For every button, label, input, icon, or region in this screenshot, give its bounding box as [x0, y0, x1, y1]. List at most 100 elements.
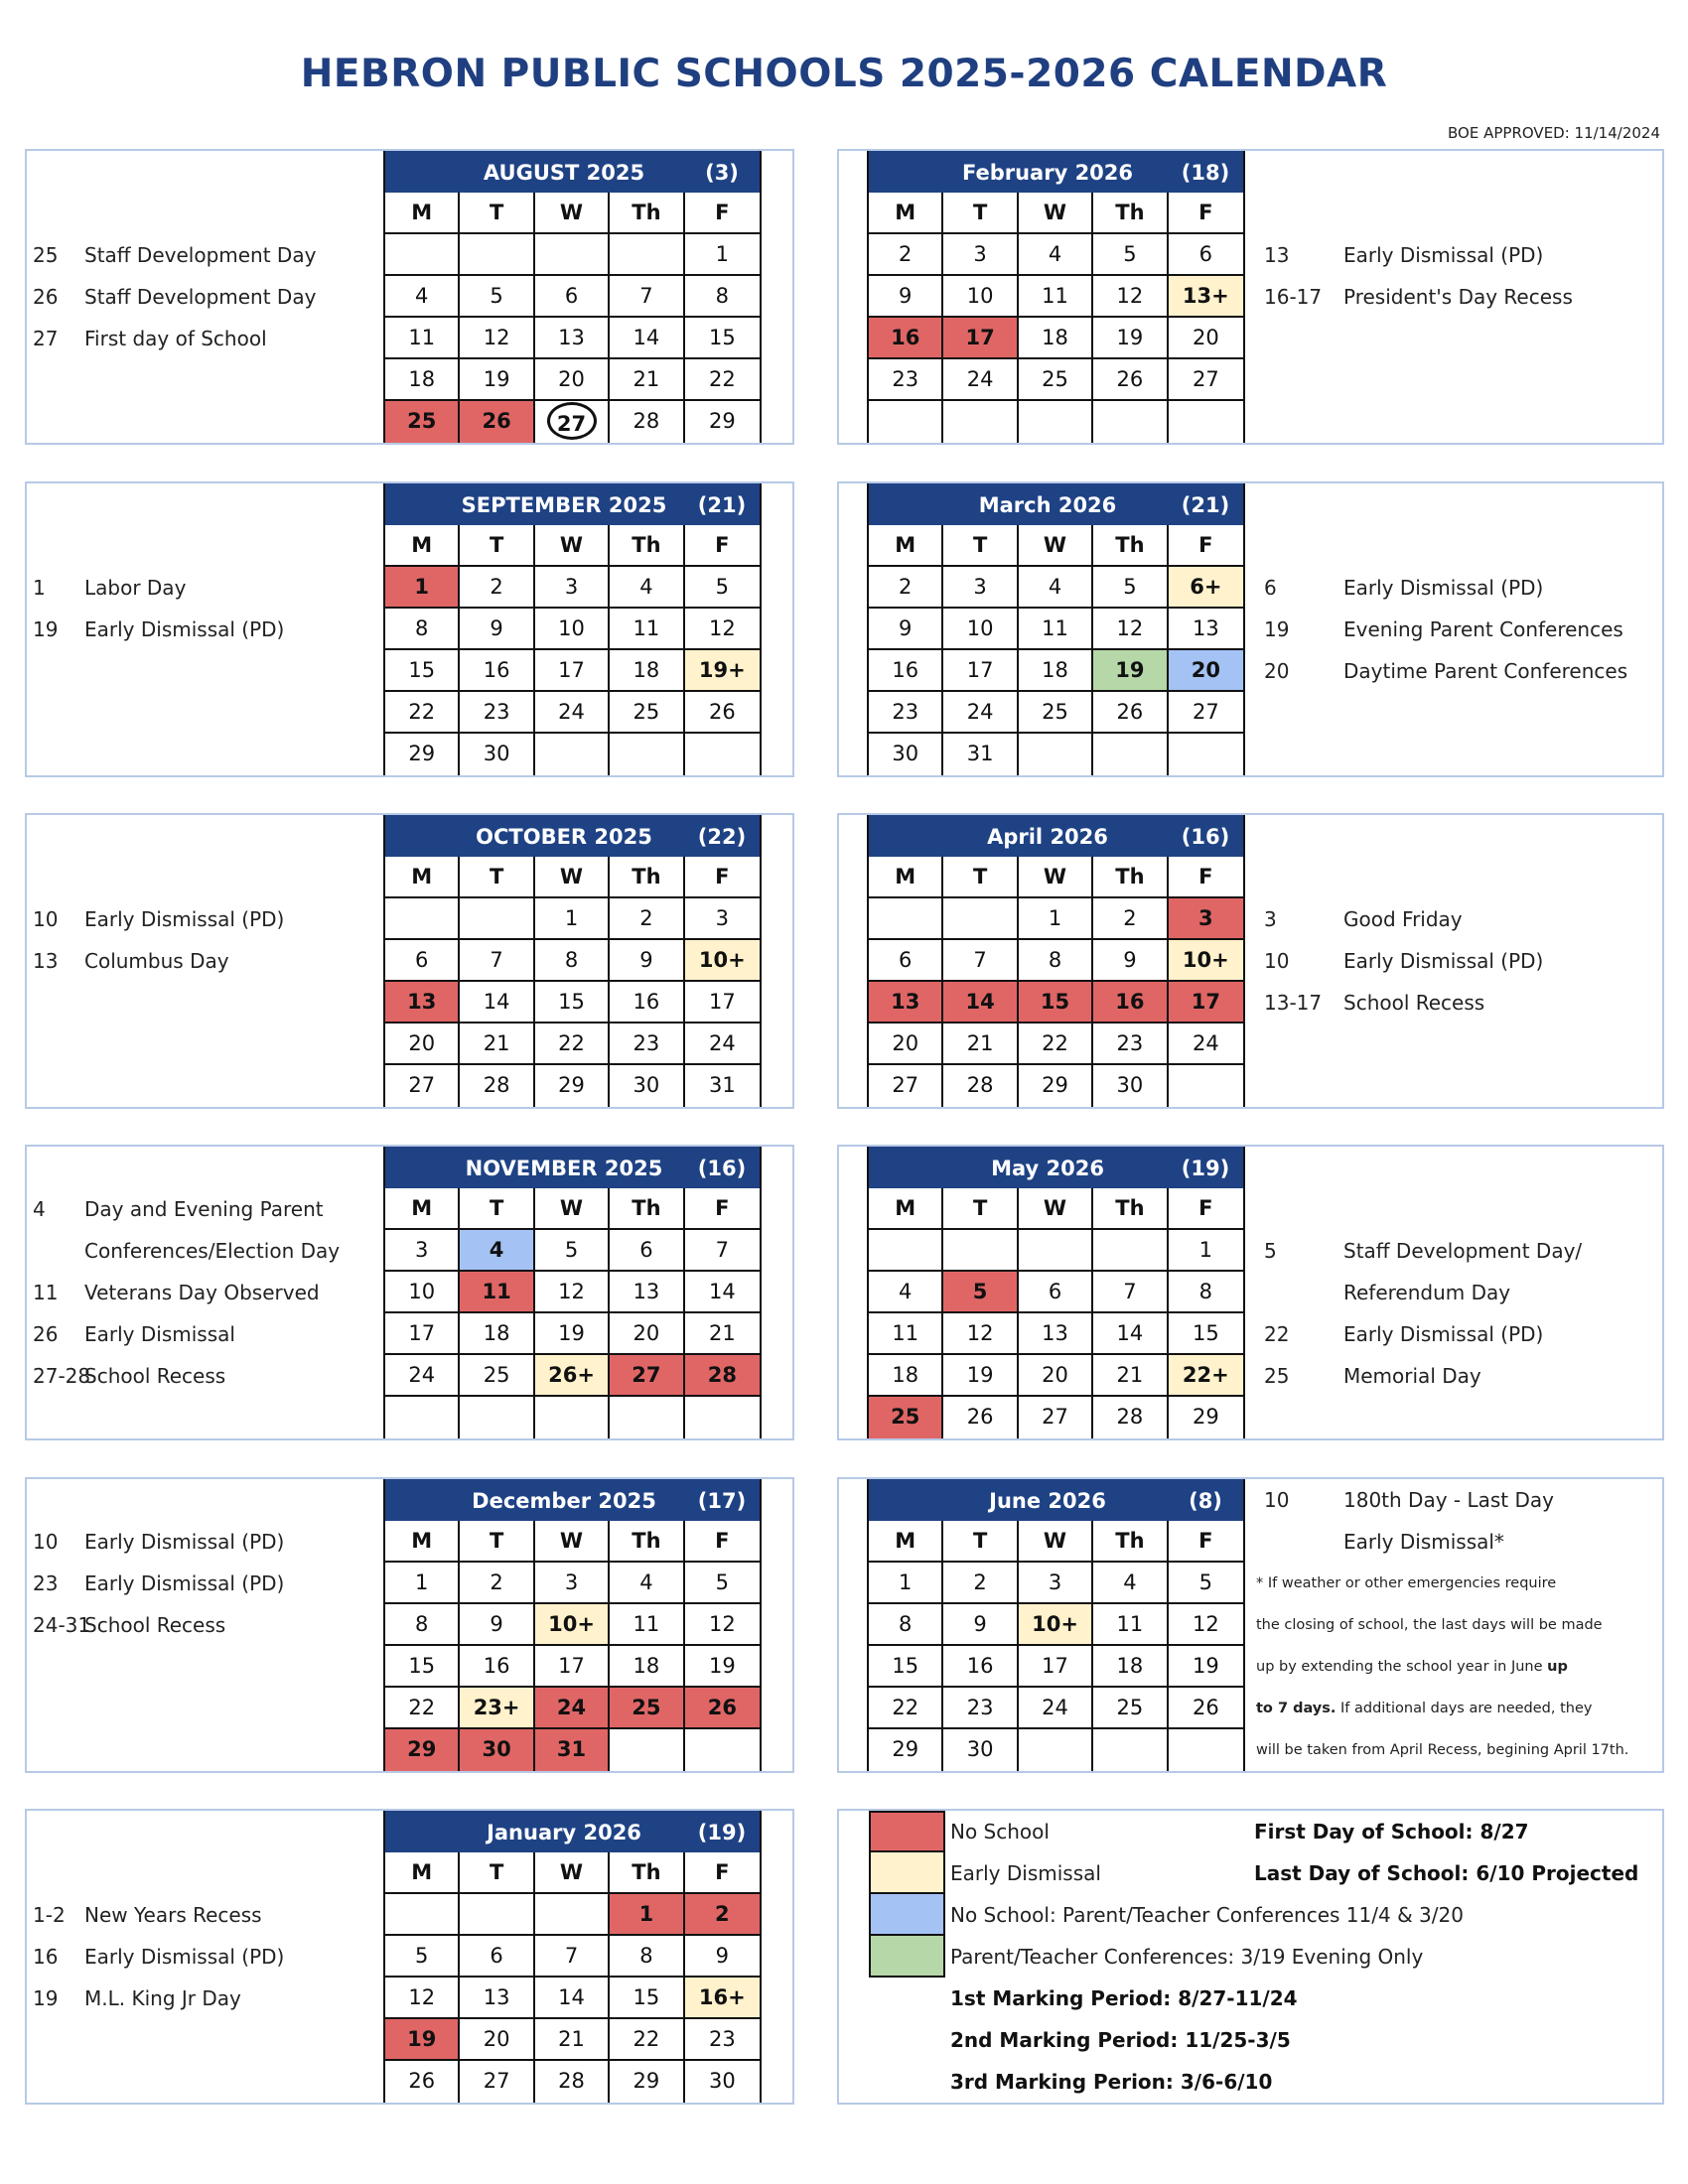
day-number: 19: [483, 367, 510, 391]
day-number: 11: [633, 1612, 660, 1636]
day-number: 30: [708, 2069, 736, 2093]
day-number: 10: [408, 1280, 436, 1303]
day-number: 12: [1116, 284, 1144, 308]
day-number: 12: [483, 326, 510, 349]
day-cell: 13: [535, 318, 611, 357]
day-number: 8: [415, 1612, 429, 1636]
day-number: 23: [966, 1696, 994, 1719]
note-date: 23: [33, 1571, 59, 1595]
day-cell: 7: [610, 276, 685, 316]
day-number: 25: [1042, 700, 1068, 724]
day-cell: 29: [869, 1729, 944, 1771]
day-cell: 3: [1019, 1563, 1094, 1602]
day-cell: 9: [943, 1604, 1019, 1644]
day-number: 26: [966, 1405, 994, 1429]
weekday-label: W: [535, 1521, 611, 1561]
day-cell: 8: [1019, 940, 1094, 980]
month-header: AUGUST 2025 (3): [385, 151, 760, 193]
day-number: 18: [1042, 658, 1068, 682]
weekday-header-row: M T W Th F: [385, 1188, 760, 1230]
month-panel: NOVEMBER 2025 (16) M T W Th F 3 4 5 6 7 10 11 12 13 14 17…: [25, 1145, 794, 1440]
footnote-text: * If weather or other emergencies requir…: [1256, 1575, 1557, 1591]
day-cell: [535, 1397, 611, 1438]
day-number: 13: [1042, 1321, 1068, 1345]
day-cell: 23: [1093, 1024, 1169, 1063]
day-cell: 29: [610, 2061, 685, 2103]
last-day-of-school: Last Day of School: 6/10 Projected: [1254, 1861, 1639, 1885]
day-cell: [869, 1230, 944, 1270]
note-date: 27: [33, 327, 59, 350]
day-cell: 15: [610, 1978, 685, 2017]
day-number: 11: [1042, 284, 1068, 308]
weekday-label: M: [385, 1521, 461, 1561]
footnote-line: up by extending the school year in June …: [1256, 1646, 1568, 1688]
day-cell: [1093, 1230, 1169, 1270]
day-cell: 26: [1093, 692, 1169, 732]
day-cell: 4: [610, 567, 685, 607]
note-text: M.L. King Jr Day: [84, 1986, 241, 2010]
day-cell: 18: [1093, 1646, 1169, 1686]
note-text: Referendum Day: [1343, 1281, 1511, 1304]
note-date: 19: [33, 1986, 59, 2010]
month-title: OCTOBER 2025: [476, 825, 652, 849]
day-number: 5: [715, 1570, 729, 1594]
note-date: 10: [33, 907, 59, 931]
day-cell: 13: [610, 1272, 685, 1311]
day-cell: 10: [943, 609, 1019, 648]
week-row: 13 14 15 16 17: [869, 982, 1244, 1024]
weekday-label: M: [385, 1852, 461, 1892]
day-number: 15: [1192, 1321, 1219, 1345]
day-cell: 26: [1093, 359, 1169, 399]
month-grid: December 2025 (17) M T W Th F 1 2 3 4 5 8 9 10+ 11 12 15 1…: [383, 1479, 762, 1771]
day-cell: [685, 1729, 760, 1771]
day-cell: 11: [869, 1313, 944, 1353]
day-number: 20: [1042, 1363, 1068, 1387]
month-grid: OCTOBER 2025 (22) M T W Th F 1 2 3 6 7 8 9 10+ 13 14 15 16…: [383, 815, 762, 1107]
day-cell: 15: [535, 982, 611, 1022]
school-day-count: (21): [697, 493, 747, 517]
day-cell: 28: [943, 1065, 1019, 1107]
day-number: 5: [490, 284, 503, 308]
month-header: OCTOBER 2025 (22): [385, 815, 760, 857]
day-number: 10: [966, 616, 994, 640]
day-number: 3: [1048, 1570, 1062, 1594]
day-number: 30: [1116, 1073, 1144, 1097]
note-date: 25: [33, 243, 59, 267]
day-cell: 20: [535, 359, 611, 399]
month-header: March 2026 (21): [869, 483, 1243, 525]
day-number: 12: [408, 1985, 436, 2009]
day-cell: 11: [1093, 1604, 1169, 1644]
day-number: 31: [708, 1073, 736, 1097]
day-number: 8: [1048, 948, 1062, 972]
weekday-label: W: [1019, 1521, 1094, 1561]
day-number: 2: [973, 1570, 987, 1594]
day-cell: 9: [685, 1936, 760, 1976]
day-number: 6: [564, 284, 579, 308]
weekday-label: T: [943, 525, 1019, 565]
school-day-count: (16): [1181, 825, 1230, 849]
day-number: 21: [1116, 1363, 1144, 1387]
day-number: 11: [1042, 616, 1068, 640]
day-cell: 3: [943, 234, 1019, 274]
note-date: 3: [1264, 907, 1277, 931]
day-cell: 30: [460, 1729, 535, 1771]
day-cell: 27: [869, 1065, 944, 1107]
note-date: 10: [1264, 1488, 1290, 1512]
week-row: 29 30: [385, 734, 760, 775]
day-number: 23: [1116, 1031, 1144, 1055]
day-number: 26: [1192, 1696, 1219, 1719]
day-cell: 19: [685, 1646, 760, 1686]
day-cell: 25: [610, 692, 685, 732]
month-header: NOVEMBER 2025 (16): [385, 1147, 760, 1188]
note-date: 26: [33, 1322, 59, 1346]
day-cell: 4: [1019, 234, 1094, 274]
weekday-label: Th: [1093, 193, 1169, 232]
legend-label: Parent/Teacher Conferences: 3/19 Evening…: [950, 1945, 1424, 1969]
day-cell: 25: [869, 1397, 944, 1438]
day-cell: 16: [869, 318, 944, 357]
week-row: 29 30: [869, 1729, 1243, 1771]
week-row: 1 2 3: [869, 898, 1244, 940]
day-cell: 10: [943, 276, 1019, 316]
week-row: 11 12 13 14 15: [869, 1313, 1243, 1355]
weekday-label: F: [715, 533, 730, 557]
